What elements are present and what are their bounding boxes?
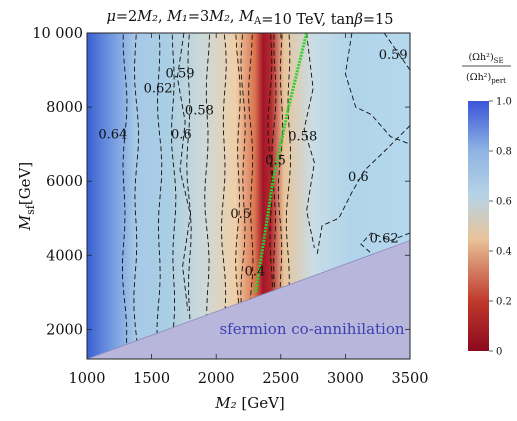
colorbar-tick-label: 1.0 <box>496 97 512 108</box>
contour-line <box>156 33 163 359</box>
y-tick-label: 10 000 <box>32 26 83 42</box>
colorbar-tick-label: 0 <box>496 347 502 358</box>
y-tick-label: 4000 <box>46 248 83 264</box>
contour-line <box>170 33 177 359</box>
contour-line <box>122 33 128 359</box>
x-tick-label: 1500 <box>133 371 170 387</box>
contour-line <box>133 33 140 359</box>
contour-label: 0.4 <box>245 265 266 280</box>
y-tick-label: 8000 <box>46 100 83 116</box>
contour-line <box>303 33 315 248</box>
colorbar-ticks: 0 0.2 0.4 0.6 0.8 1.0 <box>489 97 512 358</box>
x-axis-ticks: 1000 1500 2000 2500 3000 3500 <box>69 33 429 387</box>
x-tick-label: 2500 <box>262 371 299 387</box>
contour-line <box>176 33 191 311</box>
contour-line <box>344 33 410 145</box>
colorbar-tick-label: 0.4 <box>496 247 512 258</box>
contour-line <box>383 33 410 71</box>
y-tick-label: 6000 <box>46 174 83 190</box>
y-axis-label: Msf[GeV] <box>16 162 37 231</box>
colorbar-title-denominator: (Ωh²)pert <box>466 72 506 85</box>
excluded-region <box>87 240 410 359</box>
x-tick-label: 2000 <box>198 371 235 387</box>
y-axis-ticks: 2000 4000 6000 8000 10 000 <box>32 26 410 338</box>
plot-frame <box>86 32 411 360</box>
colorbar: (Ωh²)SE (Ωh²)pert 0 0.2 0.4 0.6 0.8 1.0 <box>462 52 512 358</box>
x-tick-label: 3000 <box>327 371 364 387</box>
contour-label: 0.59 <box>166 66 195 81</box>
contour-label: 0.6 <box>171 128 192 143</box>
contour-label: 0.5 <box>230 207 251 222</box>
contour-line <box>235 33 241 359</box>
contour-label: 0.64 <box>98 128 127 143</box>
contour-label: 0.58 <box>185 104 214 119</box>
x-tick-label: 3500 <box>392 371 429 387</box>
contour-label: 0.5 <box>265 154 286 169</box>
contour-line <box>204 33 211 359</box>
contour-line <box>271 33 278 359</box>
contour-label: 0.59 <box>379 48 408 63</box>
contour-label: 0.62 <box>370 231 399 246</box>
y-tick-label: 2000 <box>46 322 83 338</box>
contour-line <box>186 33 192 359</box>
contour-lines <box>122 33 410 359</box>
contour-line <box>316 125 410 256</box>
green-curve <box>254 33 309 293</box>
contour-label: 0.6 <box>348 170 369 185</box>
contour-label: 0.58 <box>288 129 317 144</box>
colorbar-tick-label: 0.8 <box>496 147 512 158</box>
contour-line <box>277 33 284 359</box>
contour-labels: 0.640.620.590.60.580.50.40.50.580.60.620… <box>98 48 407 280</box>
contour-line <box>248 33 254 359</box>
colorbar-title-numerator: (Ωh²)SE <box>468 52 503 65</box>
contour-line <box>285 33 292 359</box>
contour-line <box>220 33 227 359</box>
colorbar-tick-label: 0.2 <box>496 297 512 308</box>
contour-line <box>240 33 246 359</box>
x-axis-label: M₂ [GeV] <box>214 394 285 412</box>
x-tick-label: 1000 <box>69 371 106 387</box>
colorbar-gradient <box>468 101 489 351</box>
colorbar-tick-label: 0.6 <box>496 197 512 208</box>
region-label: sfermion co-annihilation <box>219 320 404 338</box>
chart-title: μ=2M₂, M₁=3M₂, MA=10 TeV, tanβ=15 <box>106 9 393 28</box>
contour-label: 0.62 <box>144 81 173 96</box>
